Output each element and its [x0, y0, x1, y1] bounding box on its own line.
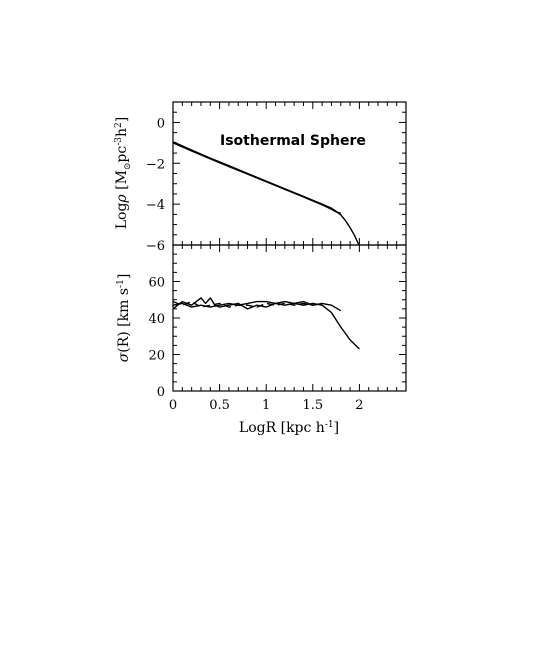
- xlabel-main: LogR [kpc h: [239, 420, 325, 436]
- dispersion-ylabel-exp: -1: [116, 279, 126, 288]
- dispersion-y-tick-label: 60: [148, 276, 165, 291]
- density-ylabel-pc-exp: -3: [114, 137, 124, 146]
- dispersion-ticks: [172, 244, 407, 392]
- density-panel: 0 −2 −4 −6 Isothermal Sphere Logρ [M⊙pc-3h2…: [114, 101, 407, 254]
- x-axis-label: LogR [kpc h-1]: [239, 420, 339, 436]
- dispersion-y-axis-label: σ(R) [km s-1]: [116, 274, 132, 363]
- dispersion-y-tick-labels: 0 20 40 60: [148, 276, 165, 401]
- dispersion-x-tick-labels: 0 0.5 1 1.5 2: [169, 398, 364, 413]
- density-ylabel-open: [M: [114, 170, 130, 194]
- density-y-tick-label: −4: [146, 198, 165, 213]
- dispersion-series: [172, 297, 360, 350]
- density-series-line: [172, 142, 341, 214]
- dispersion-y-tick-label: 40: [148, 312, 165, 327]
- density-y-tick-label: −6: [146, 239, 165, 254]
- x-tick-label: 2: [355, 398, 363, 413]
- density-y-tick-label: 0: [157, 116, 165, 131]
- density-ylabel-h-exp: 2: [114, 122, 124, 128]
- density-ylabel-sun: ⊙: [123, 163, 133, 171]
- density-ylabel-h: h: [114, 128, 130, 137]
- x-tick-label: 0: [169, 398, 177, 413]
- dispersion-series-line: [172, 300, 360, 350]
- density-y-axis-label: Logρ [M⊙pc-3h2]: [114, 117, 133, 230]
- x-tick-label: 0.5: [209, 398, 230, 413]
- density-annotation: Isothermal Sphere: [220, 133, 366, 149]
- dispersion-series-line: [172, 300, 323, 308]
- density-ylabel-log: Log: [114, 203, 130, 230]
- dispersion-ylabel-close: ]: [116, 274, 132, 279]
- x-tick-label: 1.5: [302, 398, 323, 413]
- xlabel-exp: -1: [325, 420, 334, 430]
- xlabel-close: ]: [334, 420, 339, 436]
- dispersion-ylabel-sigma: σ: [116, 352, 132, 362]
- density-ticks: [172, 101, 407, 246]
- x-tick-label: 1: [262, 398, 270, 413]
- dispersion-y-tick-label: 0: [157, 385, 165, 400]
- density-series: [172, 141, 361, 247]
- density-panel-frame: [172, 101, 407, 246]
- density-series-line: [172, 141, 361, 247]
- density-ylabel-rho: ρ: [114, 194, 130, 204]
- dispersion-series-line: [172, 297, 342, 312]
- density-ylabel-close: ]: [114, 117, 130, 122]
- density-y-tick-label: −2: [146, 157, 165, 172]
- density-y-tick-labels: 0 −2 −4 −6: [146, 116, 165, 254]
- dispersion-ylabel-r: (R) [km s: [116, 288, 132, 353]
- dispersion-y-tick-label: 20: [148, 349, 165, 364]
- dispersion-panel-frame: [172, 244, 407, 392]
- density-ylabel-pc: pc: [114, 146, 130, 163]
